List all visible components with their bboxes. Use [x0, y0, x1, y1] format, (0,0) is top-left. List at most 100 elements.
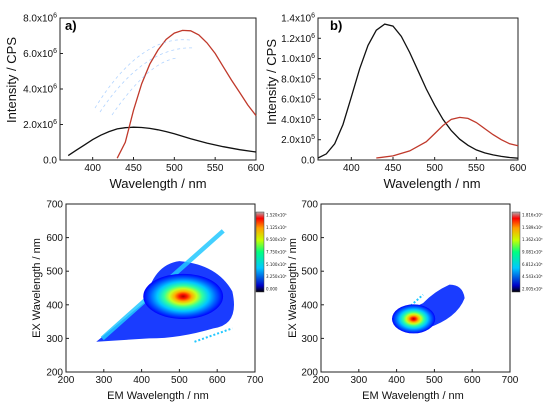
y-tick-label: 600: [46, 233, 63, 244]
colorbar-tick-label: 1.125x10⁶: [266, 225, 287, 230]
y-tick-mantissa: 2.0x10: [23, 120, 53, 131]
heatmap-peak: [391, 304, 436, 334]
x-tick-label: 500: [426, 375, 443, 386]
x-tick-label: 450: [125, 163, 142, 174]
colorbar-tick-label: 1.520x10⁶: [266, 213, 287, 218]
panel-c-xlabel: EM Wavelength / nm: [107, 390, 209, 402]
y-tick-mantissa: 8.0x10: [23, 14, 53, 25]
y-tick-exponent: 5: [311, 134, 315, 141]
y-tick-mantissa: 1.2x10: [281, 34, 311, 45]
y-tick-label: 400: [301, 300, 318, 311]
y-tick-exponent: 6: [53, 13, 57, 20]
y-tick-mantissa: 0.0: [43, 156, 57, 167]
y-tick-label: 2.0x106: [23, 119, 57, 131]
panel-a-ylabel: Intensity / CPS: [4, 37, 19, 123]
x-tick-label: 300: [95, 375, 112, 386]
x-tick-label: 300: [350, 375, 367, 386]
y-tick-label: 400: [46, 300, 63, 311]
y-tick-mantissa: 4.0x10: [23, 85, 53, 96]
y-tick-label: 1.0x106: [281, 53, 315, 65]
colorbar-tick-label: 2.005x10⁵: [522, 287, 543, 292]
scatter-artifact: [99, 47, 196, 113]
x-tick-label: 400: [133, 375, 150, 386]
y-tick-label: 6.0x106: [23, 48, 57, 60]
y-tick-label: 6.0x105: [281, 94, 315, 106]
panel-b-label: b): [330, 18, 342, 33]
x-tick-label: 450: [385, 163, 402, 174]
colorbar-tick-label: 1.816x10⁶: [522, 213, 543, 218]
colorbar-tick-label: 6.812x10⁵: [522, 262, 543, 267]
x-tick-label: 400: [84, 163, 101, 174]
y-tick-label: 300: [301, 334, 318, 345]
plot-frame: [59, 17, 257, 161]
y-tick-label: 1.2x106: [281, 33, 315, 45]
y-tick-label: 8.0x105: [281, 73, 315, 85]
panel-b-spectrum: b) Wavelength / nm Intensity / CPS 400 45…: [264, 13, 527, 192]
y-tick-label: 4.0x106: [23, 84, 57, 96]
y-tick-mantissa: 6.0x10: [281, 95, 311, 106]
panel-a-spectrum: a) Wavelength / nm Intensity / CPS 400 45…: [4, 13, 265, 192]
y-tick-mantissa: 1.0x10: [281, 54, 311, 65]
colorbar-tick-label: 1.589x10⁶: [522, 225, 543, 230]
y-tick-exponent: 6: [53, 119, 57, 126]
x-tick-label: 400: [343, 163, 360, 174]
y-tick-exponent: 5: [311, 73, 315, 80]
y-tick-exponent: 6: [311, 13, 315, 20]
x-tick-label: 600: [464, 375, 481, 386]
heatmap-bg: [321, 204, 510, 372]
plot-frame: [65, 203, 256, 373]
x-tick-label: 550: [207, 163, 224, 174]
y-tick-label: 200: [301, 368, 318, 379]
panel-b-xlabel: Wavelength / nm: [383, 176, 480, 191]
y-tick-label: 8.0x106: [23, 13, 57, 25]
x-tick-label: 200: [313, 375, 330, 386]
series-line-red: [376, 116, 519, 159]
y-tick-exponent: 6: [53, 48, 57, 55]
y-tick-label: 2.0x105: [281, 134, 315, 146]
scatter-artifact: [111, 57, 179, 116]
y-tick-label: 0.0: [301, 156, 315, 167]
y-tick-label: 700: [301, 200, 318, 211]
panel-b-ylabel: Intensity / CPS: [264, 39, 279, 125]
x-tick-label: 200: [58, 375, 75, 386]
scatter-artifact: [94, 39, 191, 109]
y-tick-label: 500: [301, 267, 318, 278]
colorbar-tick-label: 5.100x10⁵: [266, 262, 287, 267]
series-line-black: [67, 126, 257, 157]
x-tick-label: 500: [171, 375, 188, 386]
colorbar-tick-label: 9.500x10⁵: [266, 237, 287, 242]
plot-frame: [320, 203, 511, 373]
plot-frame: [317, 17, 519, 161]
y-tick-label: 200: [46, 368, 63, 379]
y-tick-mantissa: 0.0: [301, 156, 315, 167]
second-order-scatter: [194, 327, 233, 343]
y-tick-label: 1.4x106: [281, 13, 315, 25]
y-tick-label: 600: [301, 233, 318, 244]
colorbar-tick-label: 4.543x10⁵: [522, 274, 543, 279]
panel-d-xlabel: EM Wavelength / nm: [362, 390, 464, 402]
panel-c-heatmap: c) EM Wavelength / nm EX Wavelength / nm…: [31, 200, 287, 403]
x-tick-label: 700: [502, 375, 519, 386]
x-tick-label: 600: [248, 163, 265, 174]
x-tick-label: 400: [388, 375, 405, 386]
y-tick-label: 4.0x105: [281, 114, 315, 126]
colorbar-tick-label: 7.750x10⁵: [266, 250, 287, 255]
colorbar: [255, 211, 265, 293]
series-line-black: [317, 23, 519, 159]
x-tick-label: 500: [166, 163, 183, 174]
y-tick-mantissa: 2.0x10: [281, 135, 311, 146]
series-line-red: [116, 29, 257, 159]
y-tick-label: 500: [46, 267, 63, 278]
heatmap-peak: [143, 273, 224, 319]
y-tick-label: 700: [46, 200, 63, 211]
panel-a-label: a): [65, 18, 77, 33]
y-tick-mantissa: 4.0x10: [281, 115, 311, 126]
y-tick-exponent: 5: [311, 94, 315, 101]
panel-d-heatmap: d) EM Wavelength / nm EX Wavelength / nm…: [287, 200, 543, 403]
y-tick-exponent: 5: [311, 114, 315, 121]
y-tick-label: 0.0: [43, 156, 57, 167]
x-tick-label: 600: [510, 163, 527, 174]
y-tick-exponent: 6: [311, 33, 315, 40]
y-tick-exponent: 6: [53, 84, 57, 91]
